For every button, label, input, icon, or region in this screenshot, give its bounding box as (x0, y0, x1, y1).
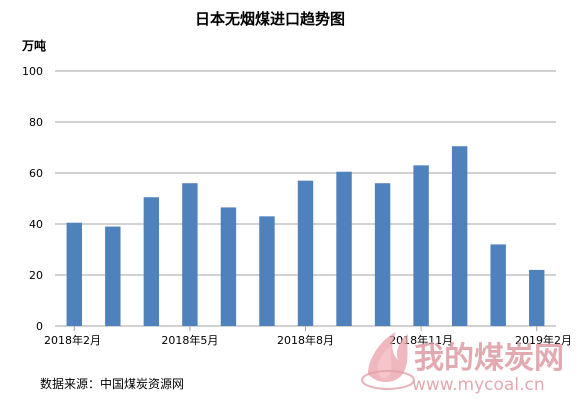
y-tick-label: 40 (29, 218, 43, 231)
y-tick-label: 80 (29, 116, 43, 129)
data-source: 数据来源：中国煤炭资源网 (40, 376, 184, 391)
y-tick-label: 60 (29, 167, 43, 180)
y-tick-label: 0 (36, 320, 43, 333)
bar (297, 180, 314, 326)
bar (374, 183, 391, 326)
x-tick-label: 2018年2月 (44, 333, 101, 347)
bar (451, 146, 468, 326)
x-tick-label: 2018年5月 (161, 333, 218, 347)
bar (66, 222, 82, 326)
watermark: 我的煤炭网 www.mycoal.cn (361, 332, 564, 395)
watermark-logo-icon (361, 332, 415, 390)
bar (413, 165, 429, 326)
bar (220, 207, 237, 326)
x-tick-label: 2018年8月 (277, 333, 334, 347)
y-tick-label: 100 (22, 65, 43, 78)
y-tick-label: 20 (29, 269, 43, 282)
bar (182, 183, 198, 326)
watermark-name: 我的煤炭网 (414, 341, 564, 376)
y-axis-unit: 万吨 (21, 38, 46, 53)
chart-title: 日本无烟煤进口趋势图 (195, 10, 345, 28)
bar (336, 171, 352, 326)
watermark-url: www.mycoal.cn (412, 375, 545, 395)
bars (66, 146, 545, 326)
bar (105, 226, 121, 326)
bar (490, 244, 506, 326)
bar (529, 269, 545, 326)
x-tick-label: 2019年2月 (515, 333, 572, 347)
bar (259, 216, 275, 326)
bar (143, 197, 160, 326)
y-ticks: 0 20 40 60 80 100 (22, 65, 43, 333)
